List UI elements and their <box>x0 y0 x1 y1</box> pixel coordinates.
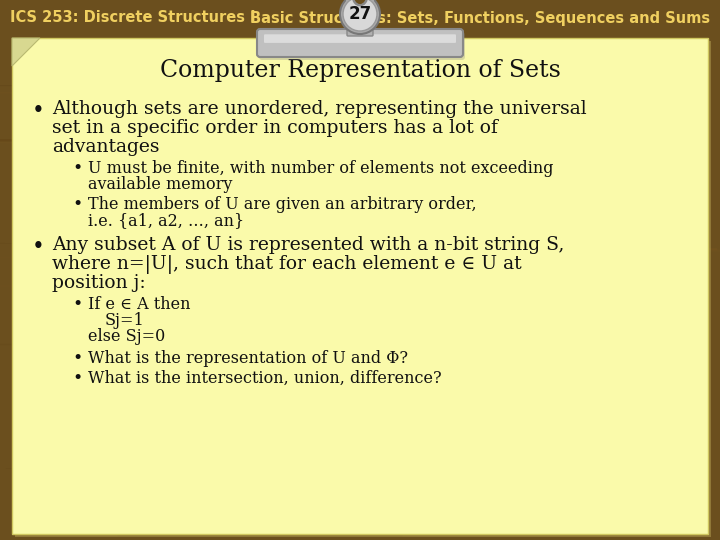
Text: 27: 27 <box>348 5 372 23</box>
FancyBboxPatch shape <box>257 29 463 57</box>
Text: where n=|U|, such that for each element e ∈ U at: where n=|U|, such that for each element … <box>52 255 521 274</box>
Text: If e ∈ A then: If e ∈ A then <box>88 296 191 313</box>
Text: position j:: position j: <box>52 274 145 292</box>
Text: •: • <box>72 160 82 177</box>
Ellipse shape <box>353 0 367 5</box>
Text: Basic Structures: Sets, Functions, Sequences and Sums: Basic Structures: Sets, Functions, Seque… <box>250 10 710 25</box>
Text: ICS 253: Discrete Structures I: ICS 253: Discrete Structures I <box>10 10 256 25</box>
Text: •: • <box>72 370 82 387</box>
Text: i.e. {a1, a2, …, an}: i.e. {a1, a2, …, an} <box>88 212 244 229</box>
Text: set in a specific order in computers has a lot of: set in a specific order in computers has… <box>52 119 498 137</box>
Text: Any subset A of U is represented with a n-bit string S,: Any subset A of U is represented with a … <box>52 236 564 254</box>
Circle shape <box>343 0 377 31</box>
Circle shape <box>340 0 380 34</box>
Text: Computer Representation of Sets: Computer Representation of Sets <box>160 58 560 82</box>
FancyBboxPatch shape <box>264 35 456 43</box>
Text: The members of U are given an arbitrary order,: The members of U are given an arbitrary … <box>88 196 477 213</box>
Bar <box>0 0 720 36</box>
Text: •: • <box>72 196 82 213</box>
Text: What is the representation of U and Φ?: What is the representation of U and Φ? <box>88 350 408 367</box>
Text: available memory: available memory <box>88 176 233 193</box>
Text: Sj=1: Sj=1 <box>105 312 145 329</box>
Text: •: • <box>32 236 45 258</box>
Text: •: • <box>72 350 82 367</box>
Text: •: • <box>32 100 45 122</box>
Text: What is the intersection, union, difference?: What is the intersection, union, differe… <box>88 370 441 387</box>
FancyBboxPatch shape <box>259 32 465 60</box>
Polygon shape <box>12 38 40 66</box>
Ellipse shape <box>354 0 366 4</box>
Text: •: • <box>72 296 82 313</box>
Text: else Sj=0: else Sj=0 <box>88 328 166 345</box>
Text: Although sets are unordered, representing the universal: Although sets are unordered, representin… <box>52 100 587 118</box>
Text: U must be finite, with number of elements not exceeding: U must be finite, with number of element… <box>88 160 554 177</box>
Text: advantages: advantages <box>52 138 160 156</box>
FancyBboxPatch shape <box>347 24 373 36</box>
